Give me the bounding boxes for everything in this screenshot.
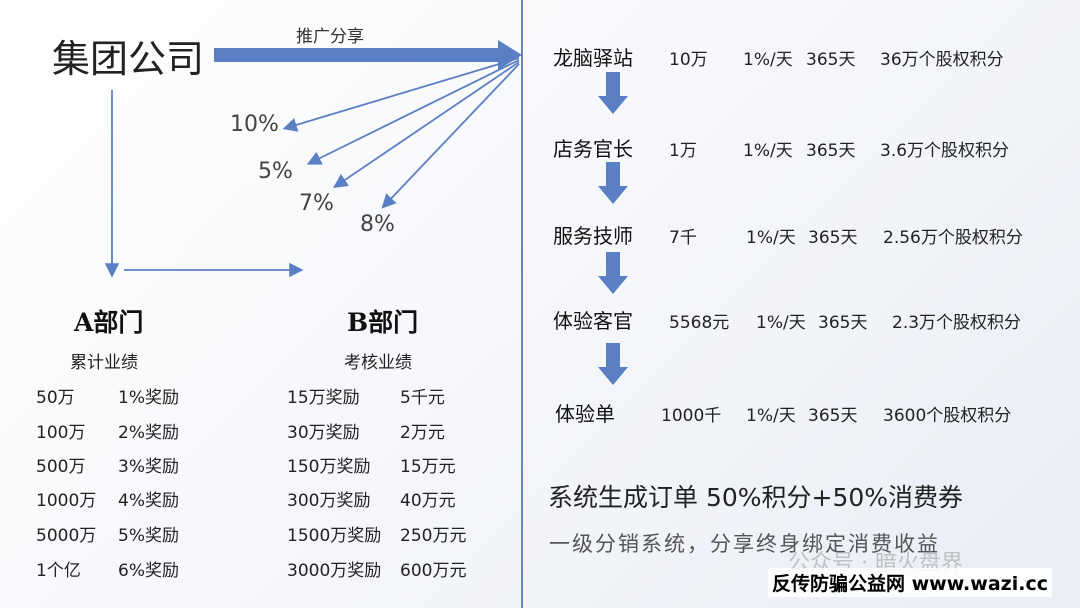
step-points: 36万个股权积分 [880, 50, 1004, 70]
dept-a-subtitle: 累计业绩 [70, 353, 138, 373]
step-points: 2.56万个股权积分 [883, 228, 1023, 248]
dept-b-reward: 15万元 [400, 457, 456, 477]
down-block-arrow-4 [598, 343, 628, 385]
dept-a-reward: 6%奖励 [118, 561, 179, 581]
dept-b-reward: 600万元 [400, 561, 467, 581]
dept-b-reward: 250万元 [400, 526, 467, 546]
share-block-arrow [214, 40, 522, 70]
dept-b-reward: 5千元 [400, 388, 445, 408]
step-name: 龙脑驿站 [553, 46, 633, 70]
step-days: 365天 [806, 50, 856, 70]
distribution-line: 一级分销系统，分享终身绑定消费收益 [549, 532, 940, 556]
dept-b-reward: 40万元 [400, 491, 456, 511]
center-divider [521, 0, 523, 608]
fan-arrow-8 [381, 63, 520, 209]
dept-a-threshold: 1000万 [36, 491, 97, 511]
fan-arrow-10 [282, 57, 520, 132]
step-days: 365天 [808, 228, 858, 248]
step-rate: 1%/天 [746, 406, 796, 426]
percent-7: 7% [299, 191, 334, 216]
step-amount: 10万 [669, 50, 708, 70]
step-rate: 1%/天 [746, 228, 796, 248]
down-block-arrow-1 [598, 72, 628, 114]
dept-a-threshold: 1个亿 [36, 561, 81, 581]
step-amount: 1万 [669, 141, 697, 161]
step-amount: 1000千 [661, 406, 722, 426]
step-days: 365天 [808, 406, 858, 426]
dept-a-reward: 2%奖励 [118, 423, 179, 443]
dept-a-threshold: 50万 [36, 388, 75, 408]
step-name: 体验客官 [553, 309, 633, 333]
dept-b-subtitle: 考核业绩 [344, 353, 412, 373]
dept-a-reward: 1%奖励 [118, 388, 179, 408]
step-rate: 1%/天 [743, 141, 793, 161]
step-name: 服务技师 [553, 224, 633, 248]
dept-b-title: B部门 [347, 308, 419, 337]
dept-b-reward: 2万元 [400, 423, 445, 443]
step-points: 3600个股权积分 [883, 406, 1012, 426]
share-label: 推广分享 [296, 27, 364, 47]
percent-5: 5% [258, 159, 293, 184]
dept-a-threshold: 5000万 [36, 526, 97, 546]
dept-a-title: A部门 [74, 308, 144, 337]
group-company-title: 集团公司 [52, 37, 205, 81]
step-points: 3.6万个股权积分 [880, 141, 1010, 161]
down-block-arrow-2 [598, 162, 628, 204]
source-banner: 反传防骗公益网 www.wazi.cc [768, 568, 1052, 597]
step-points: 2.3万个股权积分 [892, 313, 1022, 333]
order-line: 系统生成订单 50%积分+50%消费券 [548, 483, 964, 512]
step-rate: 1%/天 [756, 313, 806, 333]
step-amount: 5568元 [669, 313, 730, 333]
percent-8: 8% [360, 212, 395, 237]
step-name: 店务官长 [553, 137, 633, 161]
dept-b-threshold: 150万奖励 [287, 457, 371, 477]
dept-b-threshold: 30万奖励 [287, 423, 360, 443]
dept-a-reward: 4%奖励 [118, 491, 179, 511]
fan-arrow-7 [333, 61, 520, 189]
dept-b-threshold: 3000万奖励 [287, 561, 382, 581]
down-block-arrow-3 [598, 252, 628, 294]
dept-b-threshold: 15万奖励 [287, 388, 360, 408]
step-rate: 1%/天 [743, 50, 793, 70]
step-name: 体验单 [555, 402, 615, 426]
dept-a-reward: 5%奖励 [118, 526, 179, 546]
step-amount: 7千 [669, 228, 697, 248]
step-days: 365天 [818, 313, 868, 333]
dept-b-threshold: 1500万奖励 [287, 526, 382, 546]
dept-a-reward: 3%奖励 [118, 457, 179, 477]
dept-b-threshold: 300万奖励 [287, 491, 371, 511]
step-days: 365天 [806, 141, 856, 161]
fan-arrow-5 [306, 59, 520, 165]
percent-10: 10% [230, 112, 279, 137]
dept-a-threshold: 100万 [36, 423, 86, 443]
dept-a-threshold: 500万 [36, 457, 86, 477]
